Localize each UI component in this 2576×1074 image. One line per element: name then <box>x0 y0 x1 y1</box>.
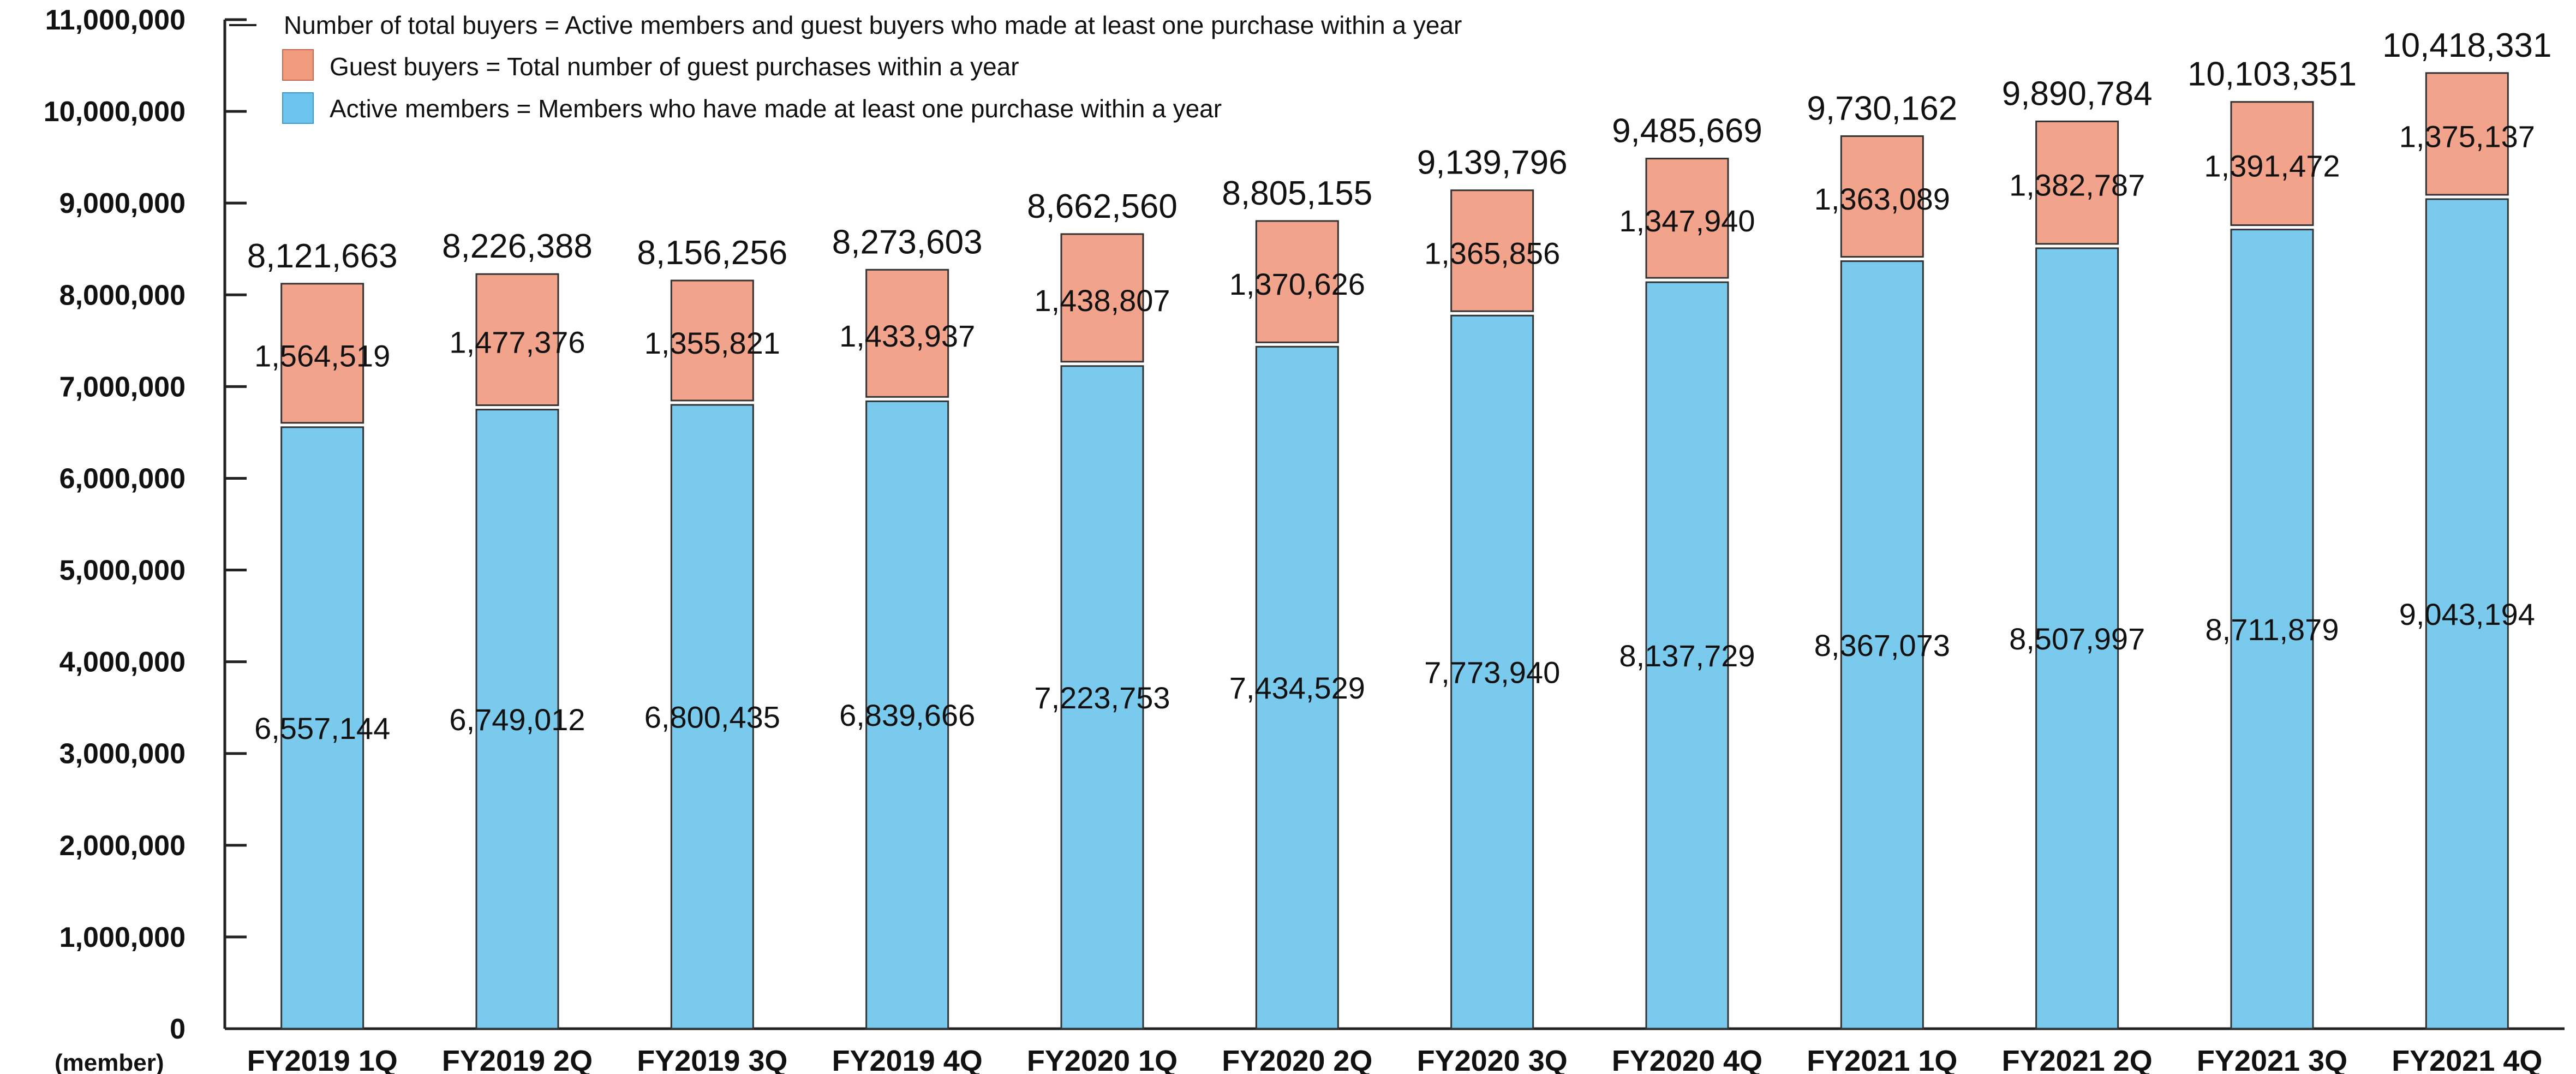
bars-group <box>280 72 2509 1030</box>
bar-guest-buyers <box>2230 101 2314 226</box>
y-tick-label: 0 <box>170 1013 186 1045</box>
total-value-label: 8,805,155 <box>1222 175 1372 212</box>
guest-buyers-value-label: 1,363,089 <box>1814 182 1950 216</box>
total-value-label: 10,418,331 <box>2382 27 2551 64</box>
active-members-value-label: 6,800,435 <box>644 700 780 734</box>
x-category-label: FY2019 2Q <box>442 1045 593 1074</box>
total-value-label: 8,156,256 <box>637 234 787 272</box>
active-members-value-label: 8,367,073 <box>1814 628 1950 663</box>
total-value-label: 9,485,669 <box>1612 112 1762 150</box>
total-value-label: 9,730,162 <box>1807 90 1957 127</box>
guest-buyers-value-label: 1,375,137 <box>2399 119 2535 153</box>
legend-label-guest-buyers: Guest buyers = Total number of guest pur… <box>330 52 1019 81</box>
guest-buyers-value-label: 1,347,940 <box>1619 204 1755 238</box>
y-tick-label: 10,000,000 <box>44 96 186 128</box>
x-category-label: FY2019 4Q <box>832 1045 983 1074</box>
bar-guest-buyers <box>865 268 949 398</box>
guest-buyers-value-label: 1,564,519 <box>254 338 390 373</box>
bar-guest-buyers <box>1645 158 1729 279</box>
active-members-value-label: 8,711,879 <box>2206 612 2339 647</box>
guest-buyers-value-label: 1,391,472 <box>2204 149 2340 183</box>
active-members-value-label: 7,773,940 <box>1424 655 1560 690</box>
bar-active-members <box>1255 345 1339 1030</box>
total-value-label: 9,890,784 <box>2002 75 2153 112</box>
value-labels-group: 8,121,663 1,564,519 6,557,144 8,226,388 1,47… <box>247 27 2552 745</box>
bar-active-members <box>865 400 949 1030</box>
total-value-label: 8,121,663 <box>247 237 398 275</box>
bar-guest-buyers <box>670 279 754 402</box>
active-members-value-label: 7,223,753 <box>1034 681 1170 715</box>
bar-guest-buyers <box>2035 120 2119 245</box>
y-tick-label: 4,000,000 <box>59 647 186 678</box>
guest-buyers-value-label: 1,438,807 <box>1034 283 1170 318</box>
bar-active-members <box>1060 365 1144 1030</box>
bar-active-members <box>670 404 754 1030</box>
y-tick-label: 11,000,000 <box>45 4 186 36</box>
total-value-label: 8,273,603 <box>832 223 983 261</box>
x-category-label: FY2020 2Q <box>1222 1045 1372 1074</box>
guest-buyers-value-label: 1,433,937 <box>839 319 975 353</box>
active-members-value-label: 9,043,194 <box>2399 597 2535 631</box>
bar-guest-buyers <box>1840 135 1924 258</box>
bar-active-members <box>2035 247 2119 1030</box>
bar-active-members <box>475 409 559 1030</box>
y-axis: 0 1,000,000 2,000,000 3,000,000 4,000,000 5,0… <box>44 4 247 1074</box>
x-category-label: FY2020 1Q <box>1027 1045 1178 1074</box>
total-value-label: 8,662,560 <box>1027 188 1178 225</box>
x-axis: FY2019 1Q FY2019 2Q FY2019 3Q FY2019 4Q FY20… <box>225 1027 2565 1074</box>
y-tick-label: 3,000,000 <box>59 738 186 770</box>
x-category-label: FY2019 3Q <box>637 1045 787 1074</box>
active-members-value-label: 6,749,012 <box>449 702 585 737</box>
active-members-value-label: 8,507,997 <box>2009 622 2145 656</box>
bar-guest-buyers <box>2425 72 2509 196</box>
legend-note: Number of total buyers = Active members … <box>284 11 1462 39</box>
bar-guest-buyers <box>1450 189 1534 312</box>
guest-buyers-value-label: 1,477,376 <box>449 325 585 359</box>
bar-active-members <box>1645 281 1729 1030</box>
x-category-label: FY2021 1Q <box>1807 1045 1957 1074</box>
y-tick-label: 5,000,000 <box>59 555 186 587</box>
bar-active-members <box>1840 260 1924 1030</box>
y-axis-unit-label: (member) <box>55 1049 164 1074</box>
bar-active-members <box>2425 198 2509 1030</box>
legend-swatch-active-members <box>282 92 314 124</box>
legend-label-active-members: Active members = Members who have made a… <box>330 94 1222 123</box>
total-value-label: 10,103,351 <box>2187 56 2357 93</box>
active-members-value-label: 6,557,144 <box>254 711 390 745</box>
bar-active-members <box>2230 229 2314 1030</box>
y-tick-label: 1,000,000 <box>59 922 186 953</box>
bar-active-members <box>280 426 364 1030</box>
guest-buyers-value-label: 1,370,626 <box>1229 267 1365 301</box>
active-members-value-label: 7,434,529 <box>1229 671 1365 705</box>
bar-guest-buyers <box>1060 233 1144 363</box>
total-value-label: 8,226,388 <box>442 228 593 265</box>
legend: Number of total buyers = Active members … <box>229 11 1462 124</box>
bar-guest-buyers <box>280 283 364 424</box>
y-tick-label: 2,000,000 <box>59 830 186 862</box>
bar-active-members <box>1450 314 1534 1030</box>
total-value-label: 9,139,796 <box>1417 144 1568 182</box>
bar-guest-buyers <box>1255 220 1339 343</box>
active-members-value-label: 6,839,666 <box>839 698 975 732</box>
x-category-label: FY2019 1Q <box>247 1045 398 1074</box>
bar-guest-buyers <box>475 273 559 407</box>
legend-swatch-guest-buyers <box>282 49 314 81</box>
guest-buyers-value-label: 1,382,787 <box>2009 168 2145 202</box>
x-category-label: FY2021 4Q <box>2392 1045 2542 1074</box>
x-category-label: FY2020 4Q <box>1612 1045 1762 1074</box>
guest-buyers-value-label: 1,365,856 <box>1424 236 1560 270</box>
y-tick-label: 6,000,000 <box>59 463 186 494</box>
active-members-value-label: 8,137,729 <box>1619 639 1755 673</box>
y-tick-label: 9,000,000 <box>59 188 186 219</box>
x-category-label: FY2021 3Q <box>2197 1045 2347 1074</box>
x-category-label: FY2021 2Q <box>2002 1045 2153 1074</box>
y-tick-label: 7,000,000 <box>59 371 186 403</box>
guest-buyers-value-label: 1,355,821 <box>644 326 780 360</box>
y-tick-label: 8,000,000 <box>59 279 186 311</box>
x-category-label: FY2020 3Q <box>1417 1045 1568 1074</box>
